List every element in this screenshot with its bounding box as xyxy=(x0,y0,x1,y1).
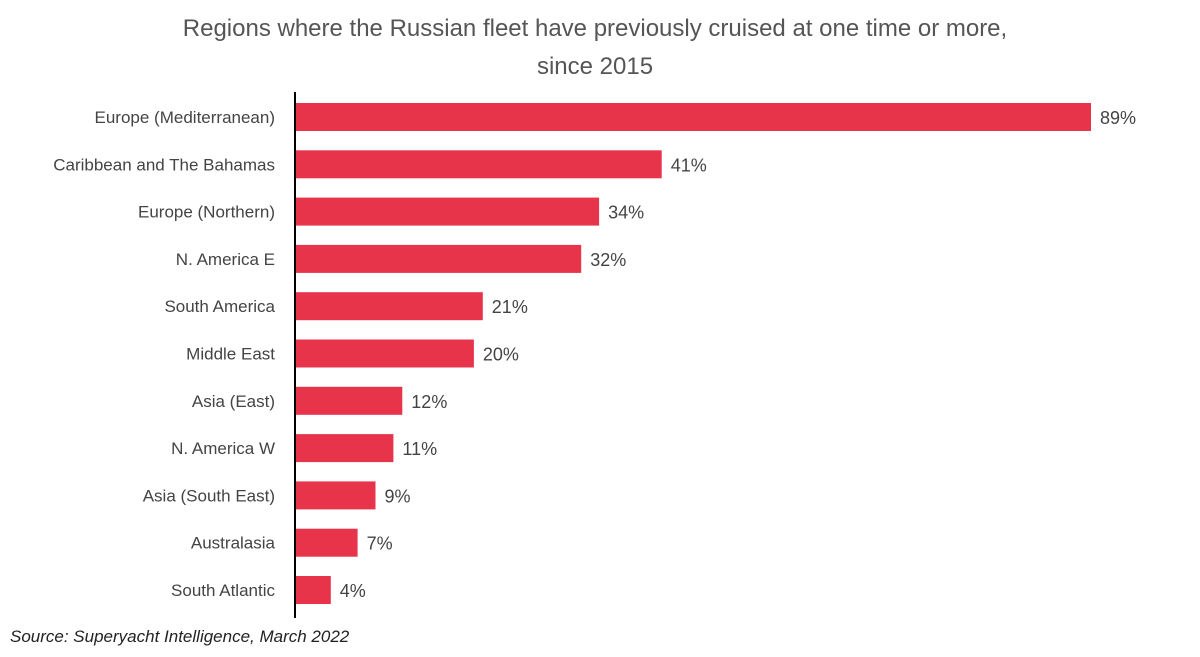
data-label: 21% xyxy=(492,297,528,317)
data-label: 11% xyxy=(402,439,437,459)
source-note: Source: Superyacht Intelligence, March 2… xyxy=(10,627,350,646)
bar xyxy=(295,528,358,557)
category-label: Europe (Mediterranean) xyxy=(95,108,275,127)
data-label: 7% xyxy=(367,534,393,554)
bar xyxy=(295,150,662,179)
data-label: 12% xyxy=(411,392,447,412)
category-label: South Atlantic xyxy=(171,581,275,600)
bar xyxy=(295,339,474,368)
data-label: 20% xyxy=(483,345,519,365)
bar xyxy=(295,386,403,415)
data-label: 41% xyxy=(671,155,707,175)
category-label: N. America W xyxy=(171,439,275,458)
chart-title-line-2: since 2015 xyxy=(536,53,654,80)
category-label: N. America E xyxy=(176,250,275,269)
data-label: 34% xyxy=(608,203,644,223)
chart-title-line-1: Regions where the Russian fleet have pre… xyxy=(182,15,1008,42)
category-label: Middle East xyxy=(186,345,275,364)
bar xyxy=(295,481,376,510)
bar xyxy=(295,292,483,321)
data-label: 32% xyxy=(590,250,626,270)
data-label: 89% xyxy=(1100,108,1136,128)
category-label: Asia (South East) xyxy=(143,486,275,505)
category-label: Caribbean and The Bahamas xyxy=(53,155,275,174)
category-label: Asia (East) xyxy=(192,392,275,411)
category-label: Europe (Northern) xyxy=(138,203,275,222)
chart-title: Regions where the Russian fleet have pre… xyxy=(0,10,1190,86)
bar xyxy=(295,576,331,604)
data-label: 4% xyxy=(340,581,366,601)
bar xyxy=(295,197,600,226)
data-label: 9% xyxy=(385,486,411,506)
bar xyxy=(295,103,1091,131)
category-label: Australasia xyxy=(191,534,276,553)
bar xyxy=(295,244,582,273)
category-label: South America xyxy=(164,297,275,316)
bar xyxy=(295,434,394,463)
